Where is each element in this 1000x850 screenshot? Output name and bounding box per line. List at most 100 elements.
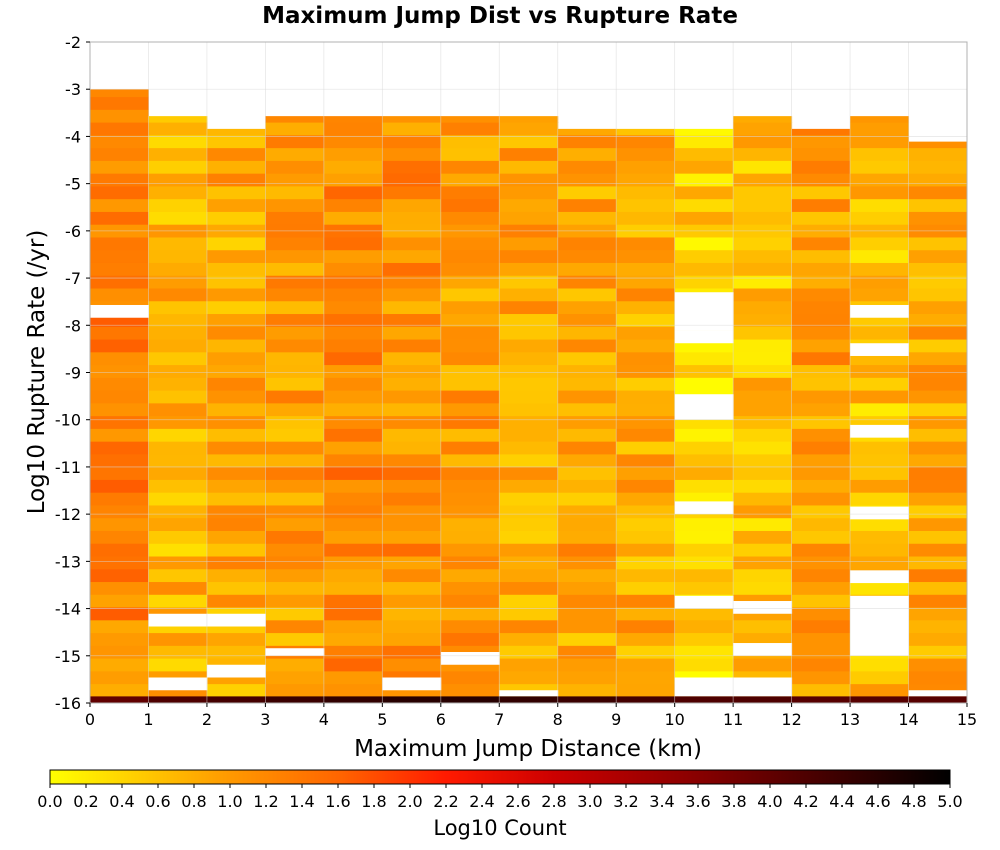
heatmap-cell bbox=[908, 211, 968, 225]
heatmap-cell bbox=[908, 607, 968, 621]
heatmap-cell bbox=[908, 160, 968, 174]
heatmap-cell bbox=[791, 275, 851, 289]
heatmap-cell bbox=[557, 683, 617, 697]
heatmap-cell bbox=[440, 441, 500, 455]
heatmap-cell bbox=[674, 147, 734, 161]
heatmap-cell bbox=[148, 122, 208, 136]
bottom-row-cell bbox=[616, 696, 676, 703]
heatmap-cell bbox=[616, 530, 676, 544]
x-tick-label: 1 bbox=[143, 710, 153, 729]
heatmap-cell bbox=[323, 670, 383, 685]
heatmap-cell bbox=[616, 428, 676, 442]
heatmap-cell bbox=[850, 275, 910, 289]
heatmap-cell bbox=[382, 556, 442, 570]
heatmap-cell bbox=[733, 198, 793, 212]
heatmap-cell bbox=[733, 441, 793, 455]
heatmap-cell bbox=[557, 453, 617, 468]
x-tick-label: 12 bbox=[781, 710, 801, 729]
colorbar-tick-label: 0.6 bbox=[145, 792, 170, 811]
heatmap-cell bbox=[791, 658, 851, 672]
heatmap-cell bbox=[674, 377, 734, 391]
heatmap-cell bbox=[733, 658, 793, 672]
heatmap-cell bbox=[90, 594, 149, 608]
heatmap-cell bbox=[206, 288, 266, 302]
heatmap-cell bbox=[382, 173, 442, 187]
heatmap-cell bbox=[440, 568, 500, 583]
heatmap-cell bbox=[616, 492, 676, 506]
heatmap-cell bbox=[557, 594, 617, 608]
heatmap-cell bbox=[557, 517, 617, 531]
heatmap-cell bbox=[557, 556, 617, 570]
heatmap-cell bbox=[265, 288, 325, 302]
heatmap-cell bbox=[616, 517, 676, 531]
heatmap-cell bbox=[616, 390, 676, 404]
colorbar-tick-label: 4.8 bbox=[901, 792, 926, 811]
x-tick-label: 10 bbox=[664, 710, 684, 729]
heatmap-cell bbox=[616, 658, 676, 672]
heatmap-cell bbox=[206, 402, 266, 417]
heatmap-cell bbox=[850, 466, 910, 480]
y-tick-label: -11 bbox=[55, 458, 81, 477]
heatmap-cell bbox=[733, 504, 793, 519]
empty-cell bbox=[733, 677, 793, 697]
empty-cell bbox=[733, 601, 793, 614]
heatmap-cell bbox=[440, 607, 500, 621]
heatmap-cell bbox=[265, 134, 325, 149]
heatmap-cell bbox=[674, 351, 734, 366]
heatmap-cell bbox=[265, 122, 325, 136]
heatmap-cell bbox=[382, 492, 442, 506]
heatmap-cell bbox=[382, 236, 442, 251]
heatmap-cell bbox=[616, 607, 676, 621]
colorbar-tick-label: 4.4 bbox=[829, 792, 854, 811]
heatmap-cell bbox=[148, 364, 208, 378]
heatmap-cell bbox=[499, 619, 559, 634]
heatmap-cell bbox=[382, 402, 442, 417]
heatmap-cell bbox=[323, 364, 383, 378]
heatmap-cell bbox=[733, 300, 793, 315]
heatmap-cell bbox=[850, 581, 910, 595]
heatmap-cell bbox=[148, 185, 208, 200]
colorbar-ticks: 0.0 0.2 0.4 0.6 0.8 1.0 1.2 1.4 1.6 1.8 2.0 2.2 2.4 2… bbox=[37, 784, 963, 811]
heatmap-cell bbox=[323, 632, 383, 646]
empty-cell bbox=[265, 648, 325, 656]
heatmap-cell bbox=[791, 415, 851, 429]
heatmap-cell bbox=[206, 632, 266, 646]
heatmap-cell bbox=[148, 504, 208, 519]
heatmap-cell bbox=[557, 479, 617, 493]
bottom-row-cell bbox=[499, 696, 559, 703]
heatmap-cell bbox=[206, 517, 266, 531]
heatmap-cell bbox=[791, 441, 851, 455]
heatmap-cell bbox=[440, 581, 500, 595]
heatmap-cell bbox=[499, 658, 559, 672]
heatmap-cell bbox=[850, 530, 910, 544]
heatmap-cell bbox=[206, 262, 266, 276]
y-tick-label: -8 bbox=[65, 316, 81, 335]
heatmap-cell bbox=[791, 377, 851, 391]
heatmap-cell bbox=[733, 632, 793, 646]
heatmap-cell bbox=[850, 377, 910, 391]
heatmap-cell bbox=[265, 351, 325, 366]
heatmap-cell bbox=[499, 236, 559, 251]
heatmap-cell bbox=[733, 147, 793, 161]
heatmap-cell bbox=[557, 147, 617, 161]
heatmap-cell bbox=[557, 619, 617, 634]
heatmap-cell bbox=[616, 262, 676, 276]
heatmap-cell bbox=[265, 543, 325, 557]
heatmap-cell bbox=[206, 466, 266, 480]
heatmap-cell bbox=[908, 581, 968, 595]
heatmap-cell bbox=[440, 670, 500, 685]
heatmap-cell bbox=[791, 632, 851, 646]
y-tick-label: -5 bbox=[65, 175, 81, 194]
heatmap-cell bbox=[90, 632, 149, 646]
heatmap-cell bbox=[557, 632, 617, 646]
heatmap-cell bbox=[148, 236, 208, 251]
heatmap-cell bbox=[733, 581, 793, 595]
heatmap-cell bbox=[557, 236, 617, 251]
empty-cell bbox=[850, 343, 910, 356]
heatmap-cell bbox=[206, 275, 266, 289]
heatmap-cell bbox=[850, 116, 910, 123]
heatmap-cell bbox=[382, 326, 442, 340]
empty-cell bbox=[674, 501, 734, 515]
heatmap-cell bbox=[265, 198, 325, 212]
heatmap-cell bbox=[733, 288, 793, 302]
